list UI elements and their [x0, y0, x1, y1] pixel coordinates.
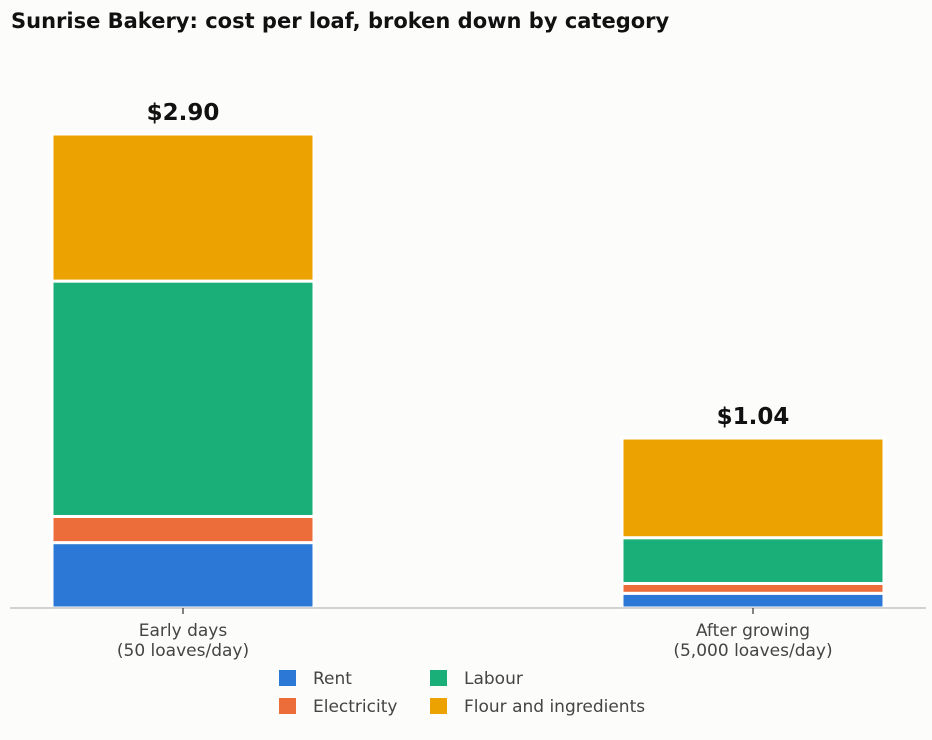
x-axis-ticks: Early days(50 loaves/day) After growing(5… — [117, 608, 833, 661]
legend-swatch-flour-and-ingredients — [430, 698, 447, 714]
bar-segment-electricity-1 — [50, 514, 316, 545]
legend-swatch-electricity — [279, 698, 296, 714]
legend-label-electricity: Electricity — [313, 697, 397, 717]
totals-group: $2.90 $1.04 — [147, 100, 790, 430]
bar-segment-labour-1 — [50, 279, 316, 518]
x-tick-label-1-line-2: (50 loaves/day) — [117, 641, 249, 661]
bar-segment-labour-2 — [620, 536, 886, 585]
legend-label-flour-and-ingredients: Flour and ingredients — [464, 697, 645, 717]
legend-label-rent: Rent — [313, 669, 352, 689]
bar-segment-flour-and-ingredients-2 — [620, 436, 886, 540]
x-tick-label-1-line-1: Early days — [139, 621, 228, 641]
total-label-1: $2.90 — [147, 100, 220, 126]
total-label-2: $1.04 — [717, 404, 790, 430]
legend-label-labour: Labour — [464, 669, 523, 689]
bars-group — [50, 132, 886, 610]
bar-segment-flour-and-ingredients-1 — [50, 132, 316, 283]
chart-title: Sunrise Bakery: cost per loaf, broken do… — [11, 9, 670, 33]
legend-swatch-labour — [430, 670, 447, 686]
legend: Rent Electricity Labour Flour and ingredien… — [279, 669, 645, 717]
legend-swatch-rent — [279, 670, 296, 686]
x-tick-label-2-line-2: (5,000 loaves/day) — [673, 641, 832, 661]
bar-segment-rent-1 — [50, 541, 316, 610]
bar-segment-rent-2 — [620, 591, 886, 610]
x-tick-label-2-line-1: After growing — [696, 621, 810, 641]
